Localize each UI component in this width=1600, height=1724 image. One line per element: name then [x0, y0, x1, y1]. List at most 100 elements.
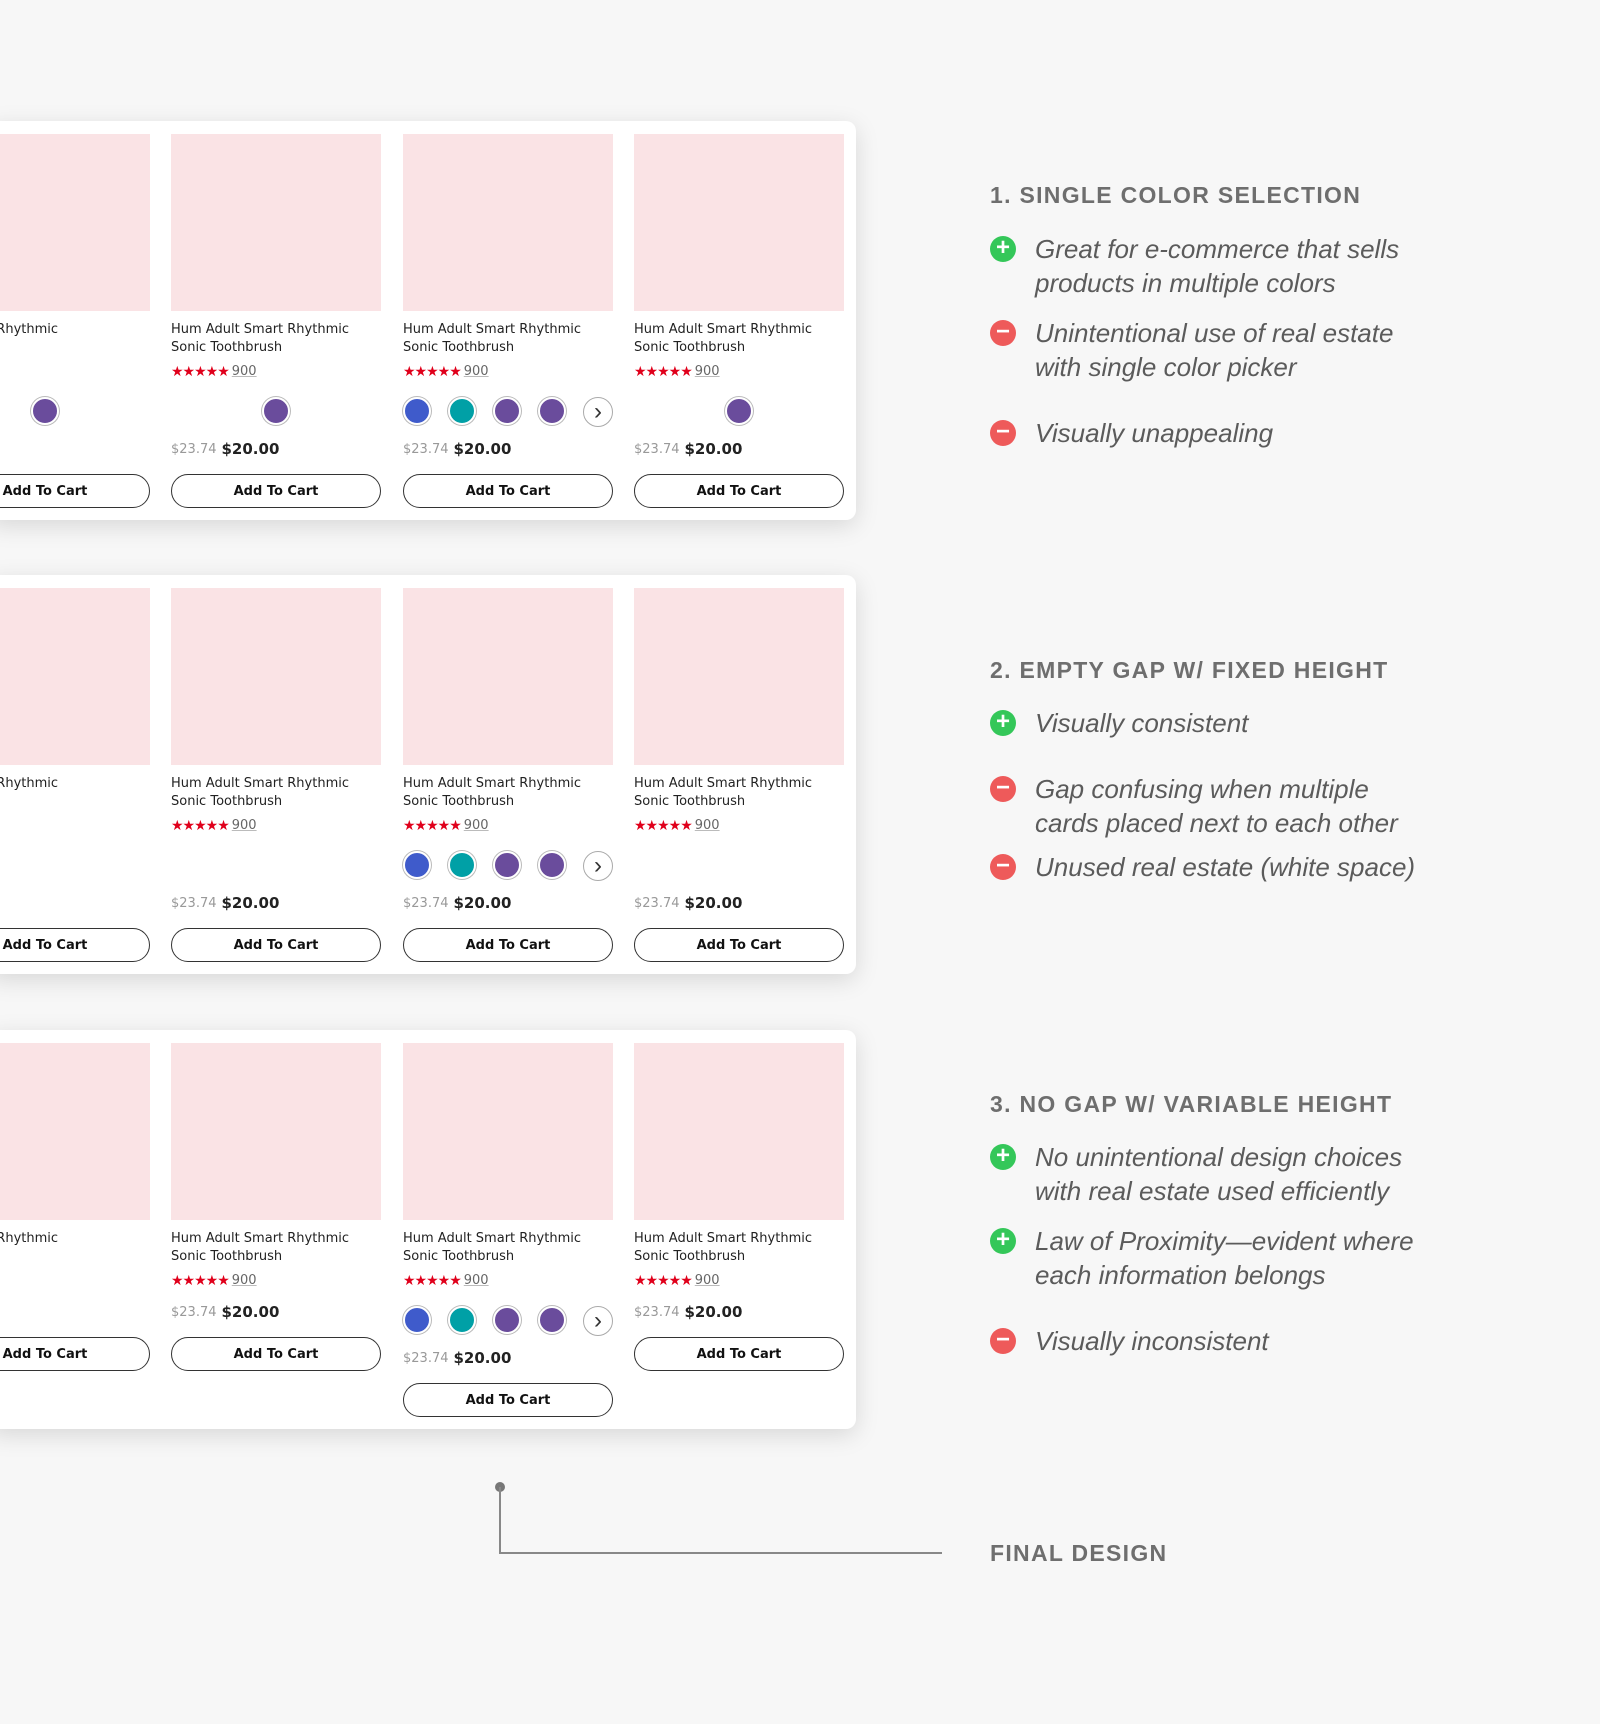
- review-count-link[interactable]: 900: [694, 363, 720, 379]
- add-to-cart-button[interactable]: Add To Cart: [634, 1337, 844, 1371]
- product-title-line: Hum Adult Smart Rhythmic: [634, 1231, 812, 1246]
- original-price: $23.74: [403, 1350, 449, 1366]
- bullet-text: Visually inconsistent: [1035, 1324, 1269, 1358]
- bullet-text: Unused real estate (white space): [1035, 850, 1415, 884]
- price: $23.74 $20.00: [403, 439, 613, 459]
- product-title-line: Sonic Toothbrush: [403, 1249, 515, 1264]
- product-card: Hum Adult Smart Rhythmic Sonic Toothbrush…: [171, 134, 381, 508]
- product-image[interactable]: [403, 1043, 613, 1220]
- bullet-text-line: products in multiple colors: [1035, 268, 1336, 298]
- product-card: Hum Adult Smart Rhythmic Sonic Toothbrush…: [403, 588, 613, 962]
- color-swatch-purple[interactable]: [31, 397, 59, 425]
- color-swatch-purple[interactable]: [493, 851, 521, 879]
- product-image[interactable]: [0, 134, 150, 311]
- product-title[interactable]: Hum Adult Smart Rhythmic Sonic Toothbrush: [634, 1230, 844, 1266]
- bullet-text: Unintentional use of real estate with sin…: [1035, 316, 1393, 384]
- product-image[interactable]: [0, 588, 150, 765]
- product-image[interactable]: [634, 1043, 844, 1220]
- color-swatch-blue[interactable]: [403, 851, 431, 879]
- bullet-text-line: Visually consistent: [1035, 708, 1249, 738]
- bullet-text: Visually consistent: [1035, 706, 1248, 740]
- product-title-line: Sonic Toothbrush: [171, 340, 283, 355]
- review-count-link[interactable]: 900: [231, 817, 257, 833]
- product-title-line: Hum Adult Smart Rhythmic: [403, 776, 581, 791]
- product-image[interactable]: [171, 588, 381, 765]
- product-image[interactable]: [171, 1043, 381, 1220]
- chevron-right-icon[interactable]: ›: [583, 397, 613, 427]
- add-to-cart-button[interactable]: Add To Cart: [171, 928, 381, 962]
- add-to-cart-button[interactable]: Add To Cart: [403, 474, 613, 508]
- product-image[interactable]: [403, 588, 613, 765]
- product-title-line: Hum Adult Smart Rhythmic: [171, 1231, 349, 1246]
- product-title[interactable]: lt Smart Rhythmic othbrush: [0, 321, 150, 357]
- color-swatch-purple[interactable]: [493, 1306, 521, 1334]
- product-grid-panel: lt Smart Rhythmic othbrush ★900 20.00 Add To…: [0, 121, 856, 520]
- review-count-link[interactable]: 900: [463, 363, 489, 379]
- product-title[interactable]: Hum Adult Smart Rhythmic Sonic Toothbrush: [171, 775, 381, 811]
- chevron-right-icon[interactable]: ›: [583, 1306, 613, 1336]
- bullet-item: − Visually unappealing: [990, 416, 1273, 450]
- product-card: Hum Adult Smart Rhythmic Sonic Toothbrush…: [634, 134, 844, 508]
- product-title[interactable]: Hum Adult Smart Rhythmic Sonic Toothbrush: [171, 1230, 381, 1266]
- color-swatch-purple[interactable]: [493, 397, 521, 425]
- color-swatch-purple[interactable]: [725, 397, 753, 425]
- star-rating-icon: ★★★★★: [171, 1271, 230, 1288]
- add-to-cart-button[interactable]: Add To Cart: [171, 1337, 381, 1371]
- bullet-item: − Gap confusing when multiple cards placed…: [990, 772, 1398, 840]
- product-image[interactable]: [403, 134, 613, 311]
- rating: ★★★★★ 900: [634, 817, 844, 833]
- color-swatch-purple[interactable]: [538, 851, 566, 879]
- review-count-link[interactable]: 900: [231, 363, 257, 379]
- color-swatch-teal[interactable]: [448, 397, 476, 425]
- color-swatch-purple[interactable]: [538, 397, 566, 425]
- add-to-cart-button[interactable]: Add To Cart: [403, 1383, 613, 1417]
- color-swatch-blue[interactable]: [403, 1306, 431, 1334]
- product-card: lt Smart Rhythmic othbrush ★900 20.00 Add To…: [0, 1043, 150, 1371]
- bullet-text-line: Gap confusing when multiple: [1035, 774, 1369, 804]
- product-title[interactable]: Hum Adult Smart Rhythmic Sonic Toothbrush: [403, 775, 613, 811]
- product-title[interactable]: lt Smart Rhythmic othbrush: [0, 775, 150, 811]
- product-image[interactable]: [171, 134, 381, 311]
- minus-circle-icon: −: [990, 854, 1016, 880]
- review-count-link[interactable]: 900: [463, 817, 489, 833]
- color-swatch-blue[interactable]: [403, 397, 431, 425]
- bullet-text-line: Visually unappealing: [1035, 418, 1274, 448]
- color-swatch-purple[interactable]: [538, 1306, 566, 1334]
- review-count-link[interactable]: 900: [694, 1272, 720, 1288]
- bullet-text-line: with real estate used efficiently: [1035, 1176, 1390, 1206]
- star-rating-icon: ★★★★★: [634, 816, 693, 833]
- add-to-cart-button[interactable]: Add To Cart: [0, 474, 150, 508]
- review-count-link[interactable]: 900: [463, 1272, 489, 1288]
- rating: ★★★★★ 900: [171, 363, 381, 379]
- product-title-line: Hum Adult Smart Rhythmic: [171, 776, 349, 791]
- color-swatch-teal[interactable]: [448, 1306, 476, 1334]
- product-title[interactable]: lt Smart Rhythmic othbrush: [0, 1230, 150, 1266]
- product-title[interactable]: Hum Adult Smart Rhythmic Sonic Toothbrush: [634, 775, 844, 811]
- color-swatch-teal[interactable]: [448, 851, 476, 879]
- product-title[interactable]: Hum Adult Smart Rhythmic Sonic Toothbrush: [171, 321, 381, 357]
- product-title[interactable]: Hum Adult Smart Rhythmic Sonic Toothbrush: [634, 321, 844, 357]
- add-to-cart-button[interactable]: Add To Cart: [0, 928, 150, 962]
- add-to-cart-button[interactable]: Add To Cart: [171, 474, 381, 508]
- product-card: Hum Adult Smart Rhythmic Sonic Toothbrush…: [634, 588, 844, 962]
- color-swatch-purple[interactable]: [262, 397, 290, 425]
- product-image[interactable]: [0, 1043, 150, 1220]
- product-title[interactable]: Hum Adult Smart Rhythmic Sonic Toothbrush: [403, 1230, 613, 1266]
- review-count-link[interactable]: 900: [694, 817, 720, 833]
- review-count-link[interactable]: 900: [231, 1272, 257, 1288]
- bullet-item: + Visually consistent: [990, 706, 1248, 740]
- product-image[interactable]: [634, 588, 844, 765]
- rating: ★★★★★ 900: [171, 817, 381, 833]
- chevron-right-icon[interactable]: ›: [583, 851, 613, 881]
- add-to-cart-button[interactable]: Add To Cart: [634, 928, 844, 962]
- add-to-cart-button[interactable]: Add To Cart: [634, 474, 844, 508]
- add-to-cart-button[interactable]: Add To Cart: [403, 928, 613, 962]
- product-title-line: Hum Adult Smart Rhythmic: [634, 322, 812, 337]
- original-price: $23.74: [403, 441, 449, 457]
- add-to-cart-button[interactable]: Add To Cart: [0, 1337, 150, 1371]
- rating: ★900: [0, 363, 150, 379]
- color-swatches: ›: [403, 851, 613, 881]
- product-image[interactable]: [634, 134, 844, 311]
- product-title[interactable]: Hum Adult Smart Rhythmic Sonic Toothbrush: [403, 321, 613, 357]
- star-rating-icon: ★★★★★: [171, 362, 230, 379]
